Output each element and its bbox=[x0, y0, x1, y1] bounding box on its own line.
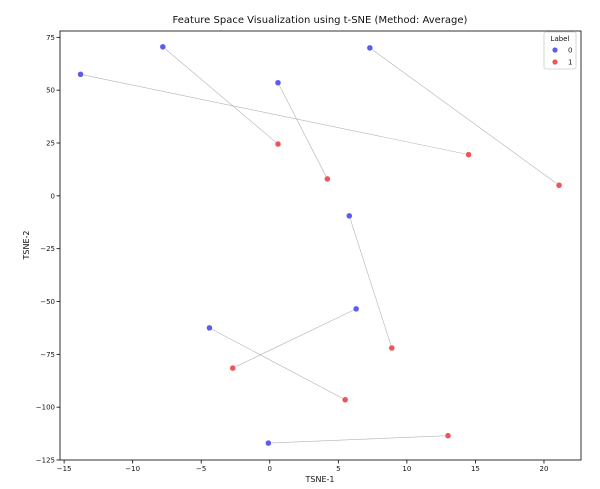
pair-connector bbox=[349, 215, 393, 349]
y-tick-label: 50 bbox=[46, 87, 55, 95]
y-tick-label: −100 bbox=[36, 404, 55, 412]
data-point-label-1 bbox=[341, 396, 349, 404]
pair-connector bbox=[268, 435, 449, 444]
legend-marker-1 bbox=[552, 59, 558, 65]
data-point-label-0 bbox=[352, 305, 360, 313]
pair-connector bbox=[369, 47, 560, 186]
y-tick-label: −50 bbox=[40, 298, 55, 306]
y-axis-label: TSNE-2 bbox=[22, 231, 31, 261]
legend-title: Label bbox=[551, 35, 570, 43]
x-tick-label: 20 bbox=[540, 465, 549, 473]
pair-connector bbox=[232, 308, 357, 369]
y-tick-label: −75 bbox=[40, 351, 55, 359]
data-point-label-1 bbox=[229, 364, 237, 372]
x-tick-label: −5 bbox=[196, 465, 206, 473]
data-point-label-0 bbox=[159, 43, 167, 51]
data-point-label-1 bbox=[274, 140, 282, 148]
data-point-label-0 bbox=[265, 439, 272, 447]
pair-connector bbox=[209, 327, 346, 401]
x-axis-label: TSNE-1 bbox=[305, 475, 335, 484]
pair-connector bbox=[80, 74, 469, 155]
x-tick-label: −10 bbox=[125, 465, 140, 473]
data-point-label-0 bbox=[77, 71, 84, 78]
y-tick-label: −125 bbox=[36, 457, 55, 465]
x-tick-label: 5 bbox=[336, 465, 340, 473]
data-point-label-0 bbox=[206, 324, 213, 332]
pair-connector bbox=[162, 46, 279, 145]
y-tick-label: 75 bbox=[46, 34, 55, 42]
data-point-label-0 bbox=[366, 44, 374, 52]
legend-label-1: 1 bbox=[568, 59, 572, 67]
plot-frame bbox=[59, 30, 582, 461]
chart-title: Feature Space Visualization using t-SNE … bbox=[173, 15, 468, 26]
y-tick-label: 0 bbox=[51, 192, 55, 200]
legend: Label 0 1 bbox=[543, 31, 577, 70]
x-tick-label: 10 bbox=[402, 465, 411, 473]
x-tick-label: 15 bbox=[471, 465, 480, 473]
pair-connector bbox=[277, 82, 328, 180]
data-point-label-1 bbox=[388, 344, 396, 352]
data-point-label-1 bbox=[444, 432, 452, 439]
plot-layer bbox=[77, 43, 563, 447]
y-tick-label: −25 bbox=[40, 245, 55, 253]
data-point-label-0 bbox=[346, 212, 353, 220]
y-tick-label: 25 bbox=[46, 140, 55, 148]
legend-label-0: 0 bbox=[568, 47, 572, 55]
legend-marker-0 bbox=[552, 47, 558, 53]
x-tick-label: 0 bbox=[268, 465, 272, 473]
legend-box bbox=[543, 31, 577, 70]
x-tick-label: −15 bbox=[57, 465, 72, 473]
data-point-label-1 bbox=[324, 175, 331, 183]
data-point-label-1 bbox=[555, 182, 563, 189]
data-point-label-1 bbox=[465, 151, 472, 158]
data-point-label-0 bbox=[274, 79, 282, 87]
